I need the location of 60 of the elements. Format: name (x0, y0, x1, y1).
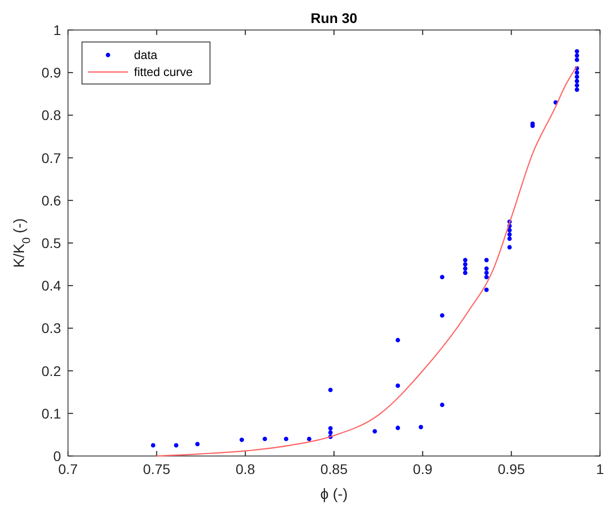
point (507, 228, 512, 232)
point (574, 78, 580, 84)
point (396, 384, 400, 388)
point (328, 430, 333, 435)
x-tick-label: 0.95 (498, 461, 526, 477)
point (463, 270, 468, 276)
y-tick-label: 0.3 (42, 320, 62, 336)
y-tick-label: 0.2 (42, 362, 62, 379)
point (574, 53, 580, 58)
y-tick-label: 0.5 (42, 235, 62, 251)
x-tick-label: 1 (596, 461, 604, 477)
point (396, 338, 400, 342)
point (507, 232, 512, 237)
point (574, 49, 580, 54)
point (240, 438, 244, 442)
point (463, 258, 468, 262)
point (150, 443, 156, 448)
point (507, 245, 512, 250)
point (484, 258, 489, 262)
y-tick-label: 0.4 (42, 278, 62, 294)
point (195, 442, 200, 446)
y-tick-label: 0.9 (42, 64, 62, 81)
y-tick-label: 0.7 (42, 150, 62, 166)
point (463, 262, 468, 266)
point (174, 443, 178, 448)
x-tick-label: 0.9 (412, 461, 433, 477)
point (328, 388, 333, 392)
y-tick-label: 0.8 (42, 107, 62, 124)
point (484, 288, 489, 292)
y-tick-label: 0.1 (42, 405, 62, 422)
point (484, 266, 489, 271)
point (484, 270, 489, 276)
point (440, 274, 444, 280)
x-axis-title: ϕ (-) (320, 486, 348, 503)
point (328, 426, 333, 431)
point (507, 236, 512, 241)
point (574, 70, 580, 75)
point (574, 58, 580, 62)
point (574, 87, 580, 92)
point (440, 402, 444, 408)
point (463, 266, 468, 271)
point (284, 436, 288, 442)
chart-title: Run 30 (310, 10, 358, 26)
x-tick-label: 0.85 (320, 461, 348, 477)
y-tick-label: 0.6 (42, 192, 62, 208)
legend-label: data (134, 48, 158, 62)
point (484, 274, 489, 280)
x-tick-label: 0.75 (143, 461, 171, 477)
point (574, 83, 580, 88)
point (306, 436, 312, 442)
point (372, 429, 377, 434)
y-tick-label: 1 (53, 22, 62, 38)
y-tick-label: 0 (53, 448, 62, 464)
point (574, 74, 580, 80)
point (418, 424, 424, 430)
x-tick-label: 0.8 (236, 461, 256, 477)
point (396, 426, 400, 430)
point (262, 436, 268, 442)
point (440, 313, 444, 318)
legend-label: fitted curve (134, 65, 194, 79)
